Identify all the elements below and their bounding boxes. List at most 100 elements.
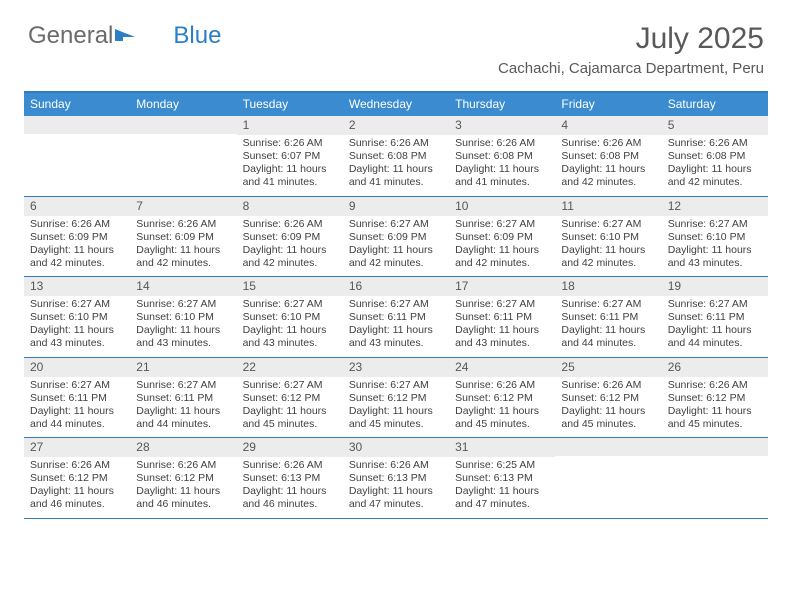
sunrise-text: Sunrise: 6:26 AM [136, 459, 230, 472]
day-cell: 26Sunrise: 6:26 AMSunset: 6:12 PMDayligh… [662, 358, 768, 438]
daylight-text: Daylight: 11 hours and 41 minutes. [349, 163, 443, 189]
day-cell: 11Sunrise: 6:27 AMSunset: 6:10 PMDayligh… [555, 197, 661, 277]
sunrise-text: Sunrise: 6:27 AM [136, 298, 230, 311]
sunset-text: Sunset: 6:12 PM [243, 392, 337, 405]
day-number: 16 [343, 277, 449, 296]
day-body: Sunrise: 6:26 AMSunset: 6:09 PMDaylight:… [24, 216, 130, 277]
sunrise-text: Sunrise: 6:27 AM [243, 298, 337, 311]
day-number: 15 [237, 277, 343, 296]
sunrise-text: Sunrise: 6:27 AM [243, 379, 337, 392]
daylight-text: Daylight: 11 hours and 42 minutes. [455, 244, 549, 270]
day-number: 3 [449, 116, 555, 135]
week-row: 27Sunrise: 6:26 AMSunset: 6:12 PMDayligh… [24, 438, 768, 519]
daylight-text: Daylight: 11 hours and 45 minutes. [349, 405, 443, 431]
day-number: 17 [449, 277, 555, 296]
day-cell: 12Sunrise: 6:27 AMSunset: 6:10 PMDayligh… [662, 197, 768, 277]
day-body: Sunrise: 6:27 AMSunset: 6:11 PMDaylight:… [343, 296, 449, 357]
day-cell [662, 438, 768, 518]
day-cell: 29Sunrise: 6:26 AMSunset: 6:13 PMDayligh… [237, 438, 343, 518]
daylight-text: Daylight: 11 hours and 46 minutes. [243, 485, 337, 511]
day-body [24, 134, 130, 192]
sunset-text: Sunset: 6:09 PM [349, 231, 443, 244]
day-number: 30 [343, 438, 449, 457]
sunset-text: Sunset: 6:08 PM [668, 150, 762, 163]
day-cell: 13Sunrise: 6:27 AMSunset: 6:10 PMDayligh… [24, 277, 130, 357]
weekday-label: Saturday [662, 93, 768, 116]
day-body: Sunrise: 6:27 AMSunset: 6:11 PMDaylight:… [662, 296, 768, 357]
sunset-text: Sunset: 6:09 PM [243, 231, 337, 244]
sunset-text: Sunset: 6:11 PM [349, 311, 443, 324]
sunset-text: Sunset: 6:07 PM [243, 150, 337, 163]
daylight-text: Daylight: 11 hours and 47 minutes. [455, 485, 549, 511]
weekday-label: Sunday [24, 93, 130, 116]
sunrise-text: Sunrise: 6:26 AM [243, 137, 337, 150]
day-cell: 25Sunrise: 6:26 AMSunset: 6:12 PMDayligh… [555, 358, 661, 438]
day-body: Sunrise: 6:27 AMSunset: 6:10 PMDaylight:… [662, 216, 768, 277]
sunrise-text: Sunrise: 6:25 AM [455, 459, 549, 472]
daylight-text: Daylight: 11 hours and 46 minutes. [136, 485, 230, 511]
title-block: July 2025 Cachachi, Cajamarca Department… [498, 22, 764, 77]
daylight-text: Daylight: 11 hours and 43 minutes. [30, 324, 124, 350]
day-body: Sunrise: 6:27 AMSunset: 6:10 PMDaylight:… [24, 296, 130, 357]
sunrise-text: Sunrise: 6:26 AM [243, 218, 337, 231]
day-cell [555, 438, 661, 518]
day-body: Sunrise: 6:26 AMSunset: 6:12 PMDaylight:… [130, 457, 236, 518]
daylight-text: Daylight: 11 hours and 45 minutes. [668, 405, 762, 431]
sunrise-text: Sunrise: 6:26 AM [349, 459, 443, 472]
week-row: 13Sunrise: 6:27 AMSunset: 6:10 PMDayligh… [24, 277, 768, 358]
day-number [24, 116, 130, 134]
sunrise-text: Sunrise: 6:27 AM [455, 218, 549, 231]
day-cell: 10Sunrise: 6:27 AMSunset: 6:09 PMDayligh… [449, 197, 555, 277]
day-cell: 18Sunrise: 6:27 AMSunset: 6:11 PMDayligh… [555, 277, 661, 357]
daylight-text: Daylight: 11 hours and 43 minutes. [349, 324, 443, 350]
day-body: Sunrise: 6:25 AMSunset: 6:13 PMDaylight:… [449, 457, 555, 518]
day-cell [130, 116, 236, 196]
day-body: Sunrise: 6:27 AMSunset: 6:11 PMDaylight:… [24, 377, 130, 438]
sunset-text: Sunset: 6:13 PM [349, 472, 443, 485]
sunrise-text: Sunrise: 6:27 AM [349, 379, 443, 392]
sunset-text: Sunset: 6:12 PM [136, 472, 230, 485]
day-body: Sunrise: 6:26 AMSunset: 6:07 PMDaylight:… [237, 135, 343, 196]
week-row: 6Sunrise: 6:26 AMSunset: 6:09 PMDaylight… [24, 197, 768, 278]
day-number: 4 [555, 116, 661, 135]
sunrise-text: Sunrise: 6:26 AM [668, 379, 762, 392]
daylight-text: Daylight: 11 hours and 42 minutes. [668, 163, 762, 189]
daylight-text: Daylight: 11 hours and 45 minutes. [455, 405, 549, 431]
month-title: July 2025 [498, 22, 764, 56]
sunrise-text: Sunrise: 6:27 AM [30, 379, 124, 392]
sunset-text: Sunset: 6:12 PM [349, 392, 443, 405]
day-number: 31 [449, 438, 555, 457]
daylight-text: Daylight: 11 hours and 43 minutes. [668, 244, 762, 270]
day-number: 18 [555, 277, 661, 296]
day-body: Sunrise: 6:27 AMSunset: 6:09 PMDaylight:… [449, 216, 555, 277]
day-body: Sunrise: 6:26 AMSunset: 6:08 PMDaylight:… [555, 135, 661, 196]
daylight-text: Daylight: 11 hours and 42 minutes. [30, 244, 124, 270]
sunrise-text: Sunrise: 6:27 AM [136, 379, 230, 392]
day-number: 9 [343, 197, 449, 216]
day-cell: 23Sunrise: 6:27 AMSunset: 6:12 PMDayligh… [343, 358, 449, 438]
daylight-text: Daylight: 11 hours and 42 minutes. [349, 244, 443, 270]
day-cell: 14Sunrise: 6:27 AMSunset: 6:10 PMDayligh… [130, 277, 236, 357]
day-body: Sunrise: 6:27 AMSunset: 6:10 PMDaylight:… [130, 296, 236, 357]
sunrise-text: Sunrise: 6:26 AM [243, 459, 337, 472]
day-cell: 15Sunrise: 6:27 AMSunset: 6:10 PMDayligh… [237, 277, 343, 357]
day-number: 6 [24, 197, 130, 216]
day-body: Sunrise: 6:27 AMSunset: 6:12 PMDaylight:… [343, 377, 449, 438]
day-cell: 30Sunrise: 6:26 AMSunset: 6:13 PMDayligh… [343, 438, 449, 518]
daylight-text: Daylight: 11 hours and 41 minutes. [455, 163, 549, 189]
daylight-text: Daylight: 11 hours and 43 minutes. [136, 324, 230, 350]
day-number: 7 [130, 197, 236, 216]
day-body [662, 456, 768, 514]
sunrise-text: Sunrise: 6:26 AM [561, 379, 655, 392]
day-cell: 22Sunrise: 6:27 AMSunset: 6:12 PMDayligh… [237, 358, 343, 438]
sunset-text: Sunset: 6:10 PM [668, 231, 762, 244]
daylight-text: Daylight: 11 hours and 42 minutes. [136, 244, 230, 270]
day-body: Sunrise: 6:26 AMSunset: 6:08 PMDaylight:… [449, 135, 555, 196]
daylight-text: Daylight: 11 hours and 43 minutes. [243, 324, 337, 350]
day-body: Sunrise: 6:26 AMSunset: 6:08 PMDaylight:… [343, 135, 449, 196]
sunrise-text: Sunrise: 6:27 AM [349, 298, 443, 311]
location-subtitle: Cachachi, Cajamarca Department, Peru [498, 60, 764, 77]
sunrise-text: Sunrise: 6:26 AM [455, 379, 549, 392]
day-cell: 7Sunrise: 6:26 AMSunset: 6:09 PMDaylight… [130, 197, 236, 277]
sunset-text: Sunset: 6:08 PM [561, 150, 655, 163]
